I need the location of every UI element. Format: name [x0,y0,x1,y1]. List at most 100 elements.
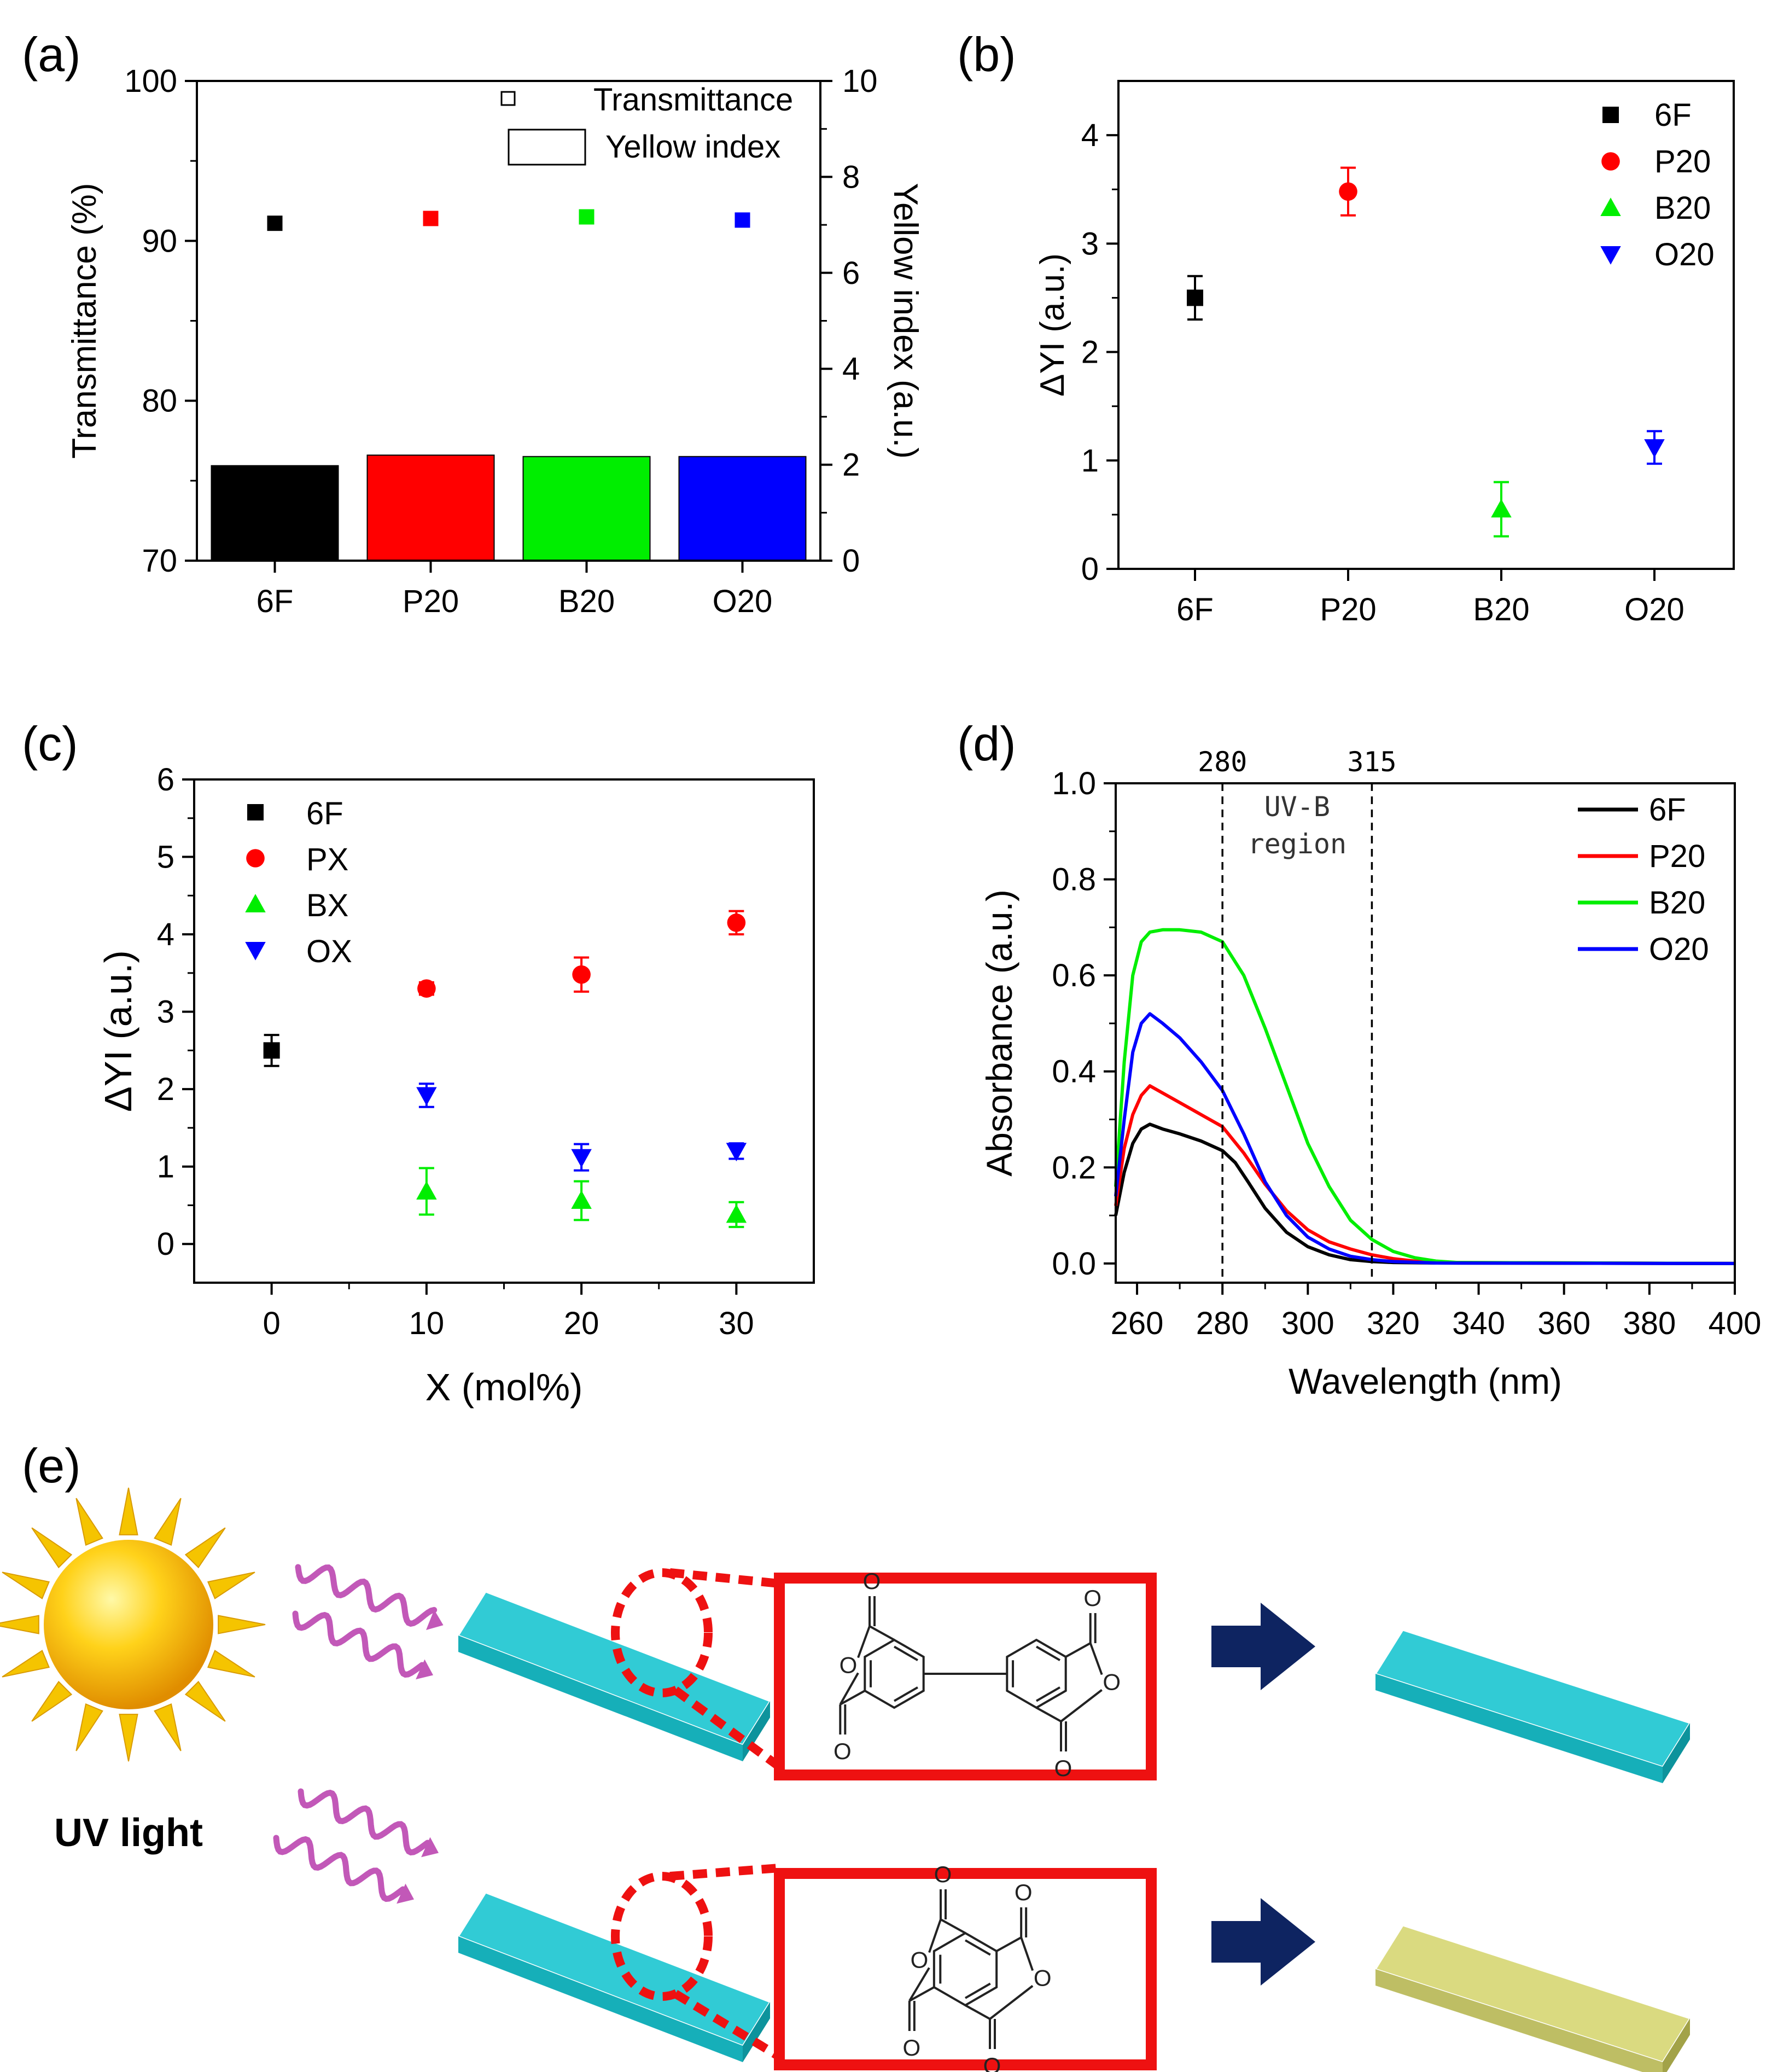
plot-frame [193,778,815,1284]
x-tick-label: 340 [1452,1306,1505,1341]
uvb-region-annotation: UV-B [1264,791,1330,823]
bond [965,2004,990,2020]
uvb-boundary-label: 280 [1198,746,1247,778]
zoom-circle [611,1872,713,2001]
atom-label-o: O [1103,1669,1121,1695]
y-tick-label: 70 [142,543,177,579]
film-front [458,1936,743,2062]
x-tick-label: 300 [1281,1306,1334,1341]
sun-icon [0,1487,266,1762]
atom-label-o: O [983,2053,1001,2072]
reaction-arrow [1211,1898,1315,1986]
double-bond [893,1686,918,1702]
uv-wave-head [416,1659,434,1680]
sun-ray [75,1498,103,1546]
bond [1065,1642,1091,1658]
bond [869,1625,895,1641]
point-BX [571,1190,592,1209]
bar-P20 [366,455,495,561]
panel-label-a: (a) [22,27,81,82]
legend-marker [245,942,266,961]
legend-label: O20 [1654,237,1715,272]
legend-label: OX [306,934,352,969]
atom-label-o: O [1054,1755,1072,1781]
film-slab-top [457,1591,772,1761]
chart-b: 0 1 2 3 4 6F P20 B20 O20 ΔYI (a.u.) 6F P20 B20 O20 [1034,80,1735,627]
sun-ray [207,1650,255,1678]
legend-label: 6F [1649,792,1686,828]
panel-label-e: (e) [22,1439,81,1493]
atom-label-o: O [903,2035,921,2061]
film-front [1375,1674,1663,1783]
uv-wave-head [397,1883,415,1904]
atom-label-o: O [1034,1965,1052,1991]
x-tick-label: 360 [1537,1306,1590,1341]
series-line-O20 [1114,1012,1735,1265]
x-tick-label: 20 [564,1306,599,1341]
x-tick-label: 10 [409,1306,445,1341]
y-axis-label: Absorbance (a.u.) [979,889,1019,1177]
film-slab-bottom [457,1891,772,2062]
sun-ray [119,1714,138,1762]
y-tick-label: 3 [1081,226,1099,261]
bond [839,1672,859,1705]
y-tick-label: 1 [157,1149,174,1185]
point-O20 [735,212,750,228]
chart-c: 0 1 2 3 4 5 6 0 10 20 30 X (mol%) ΔYI (a.u.) 6F PX BX OX [97,762,815,1409]
uv-wave [292,1610,425,1678]
x-axis-label: Wavelength (nm) [1289,1361,1562,1401]
uv-wave-head [426,1609,444,1631]
legend-label: 6F [306,796,343,831]
zoom-connector [673,1990,782,2061]
y-tick-label: 1 [1081,443,1099,479]
point-6F [263,1042,280,1059]
y2-tick-label: 10 [842,63,878,99]
bar-B20 [522,456,651,561]
panel-label-b: (b) [957,27,1016,82]
y-tick-label: 0.0 [1052,1246,1096,1282]
atom-label-o: O [1015,1879,1033,1905]
legend-marker [500,91,516,106]
point-BX [726,1204,747,1223]
atom-label-o: O [1083,1585,1101,1611]
y-tick-label: 2 [157,1072,174,1107]
point-6F [1187,289,1203,306]
film-slab-yellowed [1374,1924,1692,2072]
arrow-icon [1211,1603,1315,1986]
plot-frame [1115,782,1736,1284]
sun-disc [44,1540,213,1709]
sun-ray [31,1680,73,1722]
atom-label-o: O [934,1861,952,1887]
point-PX [417,979,436,998]
y2-tick-label: 0 [842,543,860,579]
chart-d: 280 315 UV-B region 0.0 0.2 0.4 0.6 0.8 1.0 260 280… [979,746,1761,1401]
point-B20 [1491,499,1512,517]
uvb-region-annotation: region [1248,828,1347,860]
x-tick-label: 280 [1196,1306,1249,1341]
point-OX [416,1087,437,1106]
atom-label-o: O [911,1947,929,1973]
y-tick-label: 80 [142,383,177,419]
chart-a: 70 80 90 100 0 2 4 6 8 10 6F P20 B20 O20 Transmittance… [66,63,924,619]
point-PX [572,965,591,984]
uv-wave [273,1835,406,1902]
sun-ray [75,1703,103,1751]
point-O20 [1644,439,1665,458]
legend-label: O20 [1649,932,1709,967]
sun-ray [184,1680,226,1722]
x-tick-label: O20 [713,584,773,619]
film-after [1374,1629,1692,2072]
bond [1036,1707,1062,1722]
film-slab-unchanged [1374,1629,1692,1783]
sun-ray [154,1498,182,1546]
molecule-pyromellitic-dianhydride: O O O O O O [774,1861,1157,2072]
legend-marker [1602,107,1619,123]
x-tick-label: 380 [1623,1306,1676,1341]
panel-label-c: (c) [22,717,78,771]
x-tick-label: 400 [1709,1306,1762,1341]
legend-label: 6F [1654,97,1692,133]
x-tick-label: 6F [257,584,294,619]
uv-wave-icon [273,1564,444,1904]
y-tick-label: 0 [1081,551,1099,587]
